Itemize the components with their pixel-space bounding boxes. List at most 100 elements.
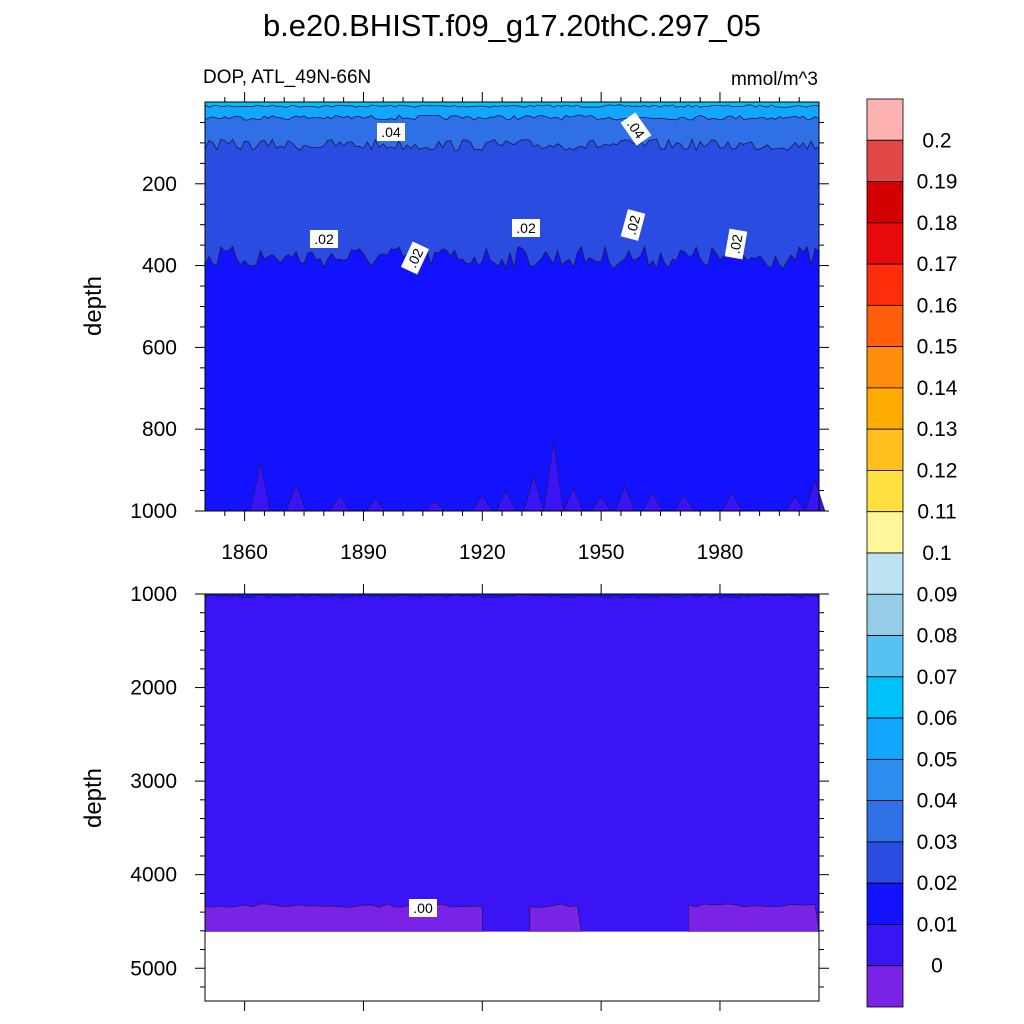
upper-ytick-label: 400 bbox=[142, 255, 177, 278]
colorbar-swatch bbox=[866, 924, 904, 967]
colorbar-label: 0.2 bbox=[922, 129, 951, 152]
contour-label-box bbox=[377, 123, 405, 141]
colorbar-label: 0.08 bbox=[917, 625, 958, 648]
contour-0.03 bbox=[204, 138, 820, 152]
contour-label-text: .04 bbox=[381, 124, 401, 140]
colorbar-label: 0.15 bbox=[917, 336, 958, 359]
colorbar-swatch bbox=[866, 470, 904, 513]
band-0.01-0.02 bbox=[204, 593, 820, 599]
colorbar-swatch bbox=[866, 139, 904, 182]
band-0.00-0.01 bbox=[205, 594, 819, 932]
colorbar-swatch bbox=[866, 387, 904, 430]
contour-label-text: .02 bbox=[623, 213, 644, 236]
colorbar-label: 0.13 bbox=[917, 418, 958, 441]
contour-label: .04 bbox=[377, 123, 405, 141]
colorbar-swatch bbox=[866, 222, 904, 265]
colorbar-label: 0.07 bbox=[917, 666, 958, 689]
colorbar-swatch bbox=[866, 346, 904, 389]
colorbar-label: 0.14 bbox=[917, 377, 958, 400]
lower-y-axis-label: depth bbox=[80, 768, 107, 828]
lower-ytick-label: 4000 bbox=[130, 864, 177, 887]
contour-label: .02 bbox=[400, 241, 430, 275]
colorbar-swatch bbox=[866, 841, 904, 884]
colorbar-swatch bbox=[866, 181, 904, 224]
lower-ytick-label: 2000 bbox=[130, 677, 177, 700]
colorbar-swatch bbox=[866, 552, 904, 595]
upper-ytick-label: 1000 bbox=[130, 500, 177, 523]
chart-subtitle-right: mmol/m^3 bbox=[731, 69, 818, 90]
contour-label: .02 bbox=[620, 209, 646, 241]
contour-label-box bbox=[512, 219, 540, 237]
contour-label: .02 bbox=[724, 228, 748, 260]
colorbar-swatch bbox=[866, 800, 904, 843]
colorbar-label: 0.17 bbox=[917, 253, 958, 276]
contour-label: .02 bbox=[512, 219, 540, 237]
contour-label-text: .02 bbox=[404, 246, 427, 271]
contour-0.05 bbox=[204, 104, 820, 108]
contour-label-text: .00 bbox=[413, 900, 433, 916]
x-tick-label: 1920 bbox=[459, 541, 506, 564]
contour-label-box bbox=[409, 899, 437, 917]
colorbar-swatch bbox=[866, 635, 904, 678]
contour-label: .00 bbox=[409, 899, 437, 917]
no-data-region bbox=[205, 931, 819, 1001]
band-negative bbox=[529, 903, 582, 933]
colorbar-swatch bbox=[866, 263, 904, 306]
colorbar-swatch bbox=[866, 98, 904, 141]
band-0.02-0.03 bbox=[205, 139, 819, 269]
upper-ytick-label: 600 bbox=[142, 336, 177, 359]
contour-0.02 bbox=[204, 245, 820, 270]
colorbar-label: 0.19 bbox=[917, 171, 958, 194]
contour-label-box bbox=[724, 228, 748, 260]
lower-ytick-label: 5000 bbox=[130, 957, 177, 980]
lower-ytick-label: 1000 bbox=[130, 583, 177, 606]
contour-label-box bbox=[400, 241, 430, 275]
x-tick-label: 1890 bbox=[340, 541, 387, 564]
band-0.05-0.06 bbox=[205, 102, 819, 108]
colorbar-label: 0.18 bbox=[917, 212, 958, 235]
colorbar-swatch bbox=[866, 758, 904, 802]
lower-panel: .00 1000 2000 3000 4000 5000 bbox=[130, 583, 829, 1011]
colorbar-label: 0.1 bbox=[922, 542, 951, 565]
colorbar-label: 0.01 bbox=[917, 913, 958, 936]
colorbar-swatch bbox=[866, 428, 904, 471]
colorbar-swatch bbox=[866, 882, 904, 925]
contour-label-text: .02 bbox=[726, 233, 745, 255]
colorbar-label: 0 bbox=[931, 955, 943, 978]
band-0.03-0.04 bbox=[205, 115, 819, 151]
contour-0.04 bbox=[204, 114, 820, 121]
colorbar-label: 0.02 bbox=[917, 872, 958, 895]
colorbar-label: 0.16 bbox=[917, 294, 958, 317]
upper-ytick-label: 800 bbox=[142, 418, 177, 441]
x-tick-label: 1980 bbox=[697, 541, 744, 564]
x-tick-label: 1860 bbox=[221, 541, 268, 564]
lower-frame bbox=[204, 593, 820, 1002]
colorbar-swatch bbox=[866, 511, 904, 554]
colorbar-swatch bbox=[866, 717, 904, 760]
colorbar-label: 0.05 bbox=[917, 748, 958, 771]
upper-panel: .04.04.02.02.02.02.022004006008001000186… bbox=[130, 92, 829, 564]
colorbar-label: 0.12 bbox=[917, 459, 958, 482]
colorbar-swatch bbox=[866, 676, 904, 719]
colorbar: 0.2 0.19 0.18 0.17 0.16 0.15 0.14 0.13 0.12 0.11 0… bbox=[866, 98, 958, 1008]
chart-subtitle-left: DOP, ATL_49N-66N bbox=[203, 67, 371, 88]
colorbar-label: 0.04 bbox=[917, 790, 958, 813]
lower-ytick-label: 3000 bbox=[130, 770, 177, 793]
band-negative bbox=[687, 903, 820, 933]
colorbar-label: 0.06 bbox=[917, 707, 958, 730]
band-negative bbox=[204, 903, 483, 933]
colorbar-swatch bbox=[866, 304, 904, 348]
colorbar-swatch bbox=[866, 593, 904, 636]
colorbar-swatch bbox=[866, 965, 904, 1008]
band-0.01-0.02 bbox=[205, 246, 819, 511]
contour-label-box bbox=[620, 112, 652, 146]
upper-ytick-label: 200 bbox=[142, 173, 177, 196]
colorbar-label: 0.11 bbox=[917, 501, 956, 524]
contour-label-box bbox=[310, 230, 338, 248]
upper-y-axis-label: depth bbox=[80, 276, 107, 336]
colorbar-label: 0.09 bbox=[917, 583, 958, 606]
contour-label-text: .02 bbox=[516, 220, 536, 236]
chart-title: b.e20.BHIST.f09_g17.20thC.297_05 bbox=[263, 8, 761, 43]
contour-label-text: .02 bbox=[314, 231, 334, 247]
